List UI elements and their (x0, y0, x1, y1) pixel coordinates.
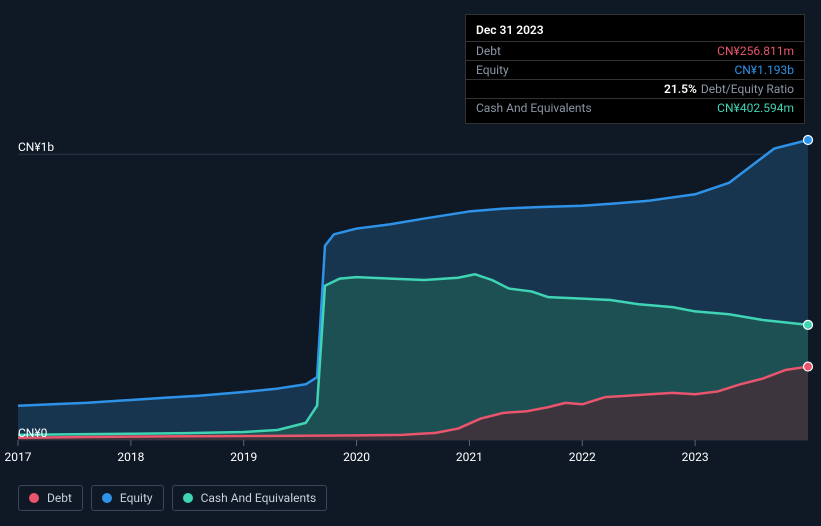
legend-swatch (29, 493, 39, 503)
legend-item-equity[interactable]: Equity (91, 485, 164, 511)
tooltip-row-label: Cash And Equivalents (476, 101, 592, 115)
tooltip-row-value: 21.5%Debt/Equity Ratio (664, 82, 794, 96)
tooltip-row-value: CN¥402.594m (717, 101, 794, 115)
tooltip-date: Dec 31 2023 (466, 21, 804, 41)
tooltip-row-label: Equity (476, 63, 509, 77)
tooltip-row: Debt CN¥256.811m (466, 41, 804, 60)
tooltip-row-suffix: Debt/Equity Ratio (701, 82, 794, 96)
legend-swatch (102, 493, 112, 503)
legend-label: Cash And Equivalents (201, 491, 317, 505)
tooltip-row-value: CN¥1.193b (734, 63, 794, 77)
x-tick-label: 2019 (230, 450, 257, 464)
x-tick-label: 2021 (456, 450, 483, 464)
legend-label: Debt (47, 491, 72, 505)
y-tick-label: CN¥1b (18, 140, 60, 154)
tooltip-row-value: CN¥256.811m (717, 44, 794, 58)
legend-item-debt[interactable]: Debt (18, 485, 83, 511)
chart-tooltip: Dec 31 2023 Debt CN¥256.811m Equity CN¥1.19… (465, 14, 805, 124)
legend-swatch (183, 493, 193, 503)
legend: Debt Equity Cash And Equivalents (18, 485, 327, 511)
x-tick-label: 2017 (5, 450, 32, 464)
x-tick-label: 2020 (343, 450, 370, 464)
tooltip-row: Equity CN¥1.193b (466, 60, 804, 79)
x-tick-label: 2022 (569, 450, 596, 464)
legend-label: Equity (120, 491, 153, 505)
legend-item-cash-and-equivalents[interactable]: Cash And Equivalents (172, 485, 328, 511)
tooltip-row-label: Debt (476, 44, 501, 58)
tooltip-row: 21.5%Debt/Equity Ratio (466, 79, 804, 98)
y-tick-label: CN¥0 (18, 426, 60, 440)
x-tick-label: 2018 (117, 450, 144, 464)
x-tick-label: 2023 (682, 450, 709, 464)
tooltip-row: Cash And Equivalents CN¥402.594m (466, 98, 804, 117)
